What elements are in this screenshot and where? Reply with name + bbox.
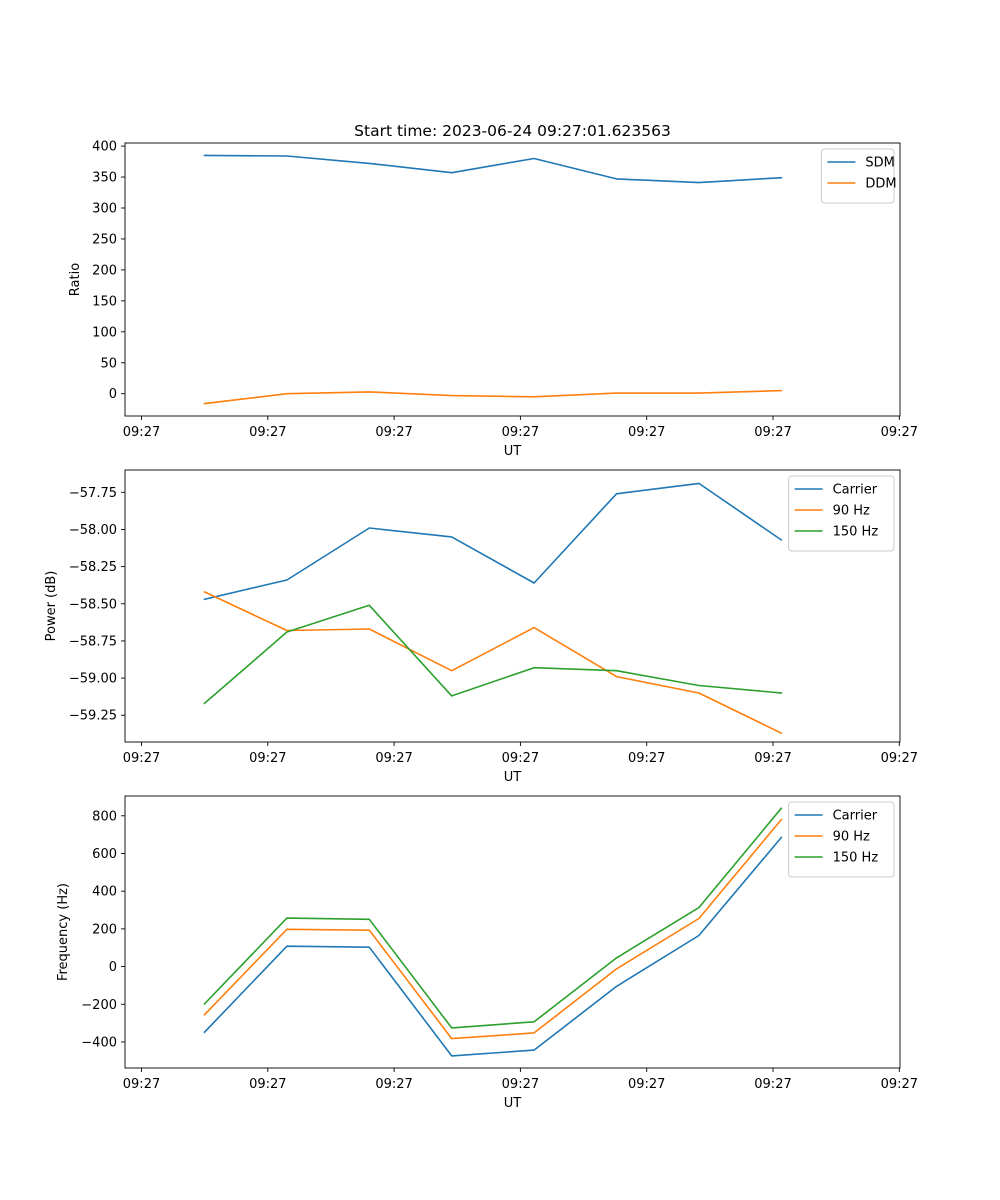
subplot-2: 09:2709:2709:2709:2709:2709:2709:2709:28…	[44, 469, 918, 785]
y-tick-label: −400	[81, 1035, 117, 1050]
x-tick-label: 09:27	[754, 1077, 791, 1092]
plot-frame	[124, 142, 901, 417]
x-axis-label: UT	[504, 770, 522, 785]
x-tick-label: 09:27	[249, 1077, 286, 1092]
y-tick-label: 150	[92, 294, 117, 309]
x-tick-label: 09:27	[881, 751, 918, 766]
legend-label: 150 Hz	[833, 851, 879, 866]
legend-box	[788, 801, 895, 878]
y-tick-label: −59.25	[69, 709, 117, 724]
x-tick-label: 09:27	[502, 1077, 539, 1092]
legend: Carrier 90 Hz 150 Hz	[788, 475, 895, 552]
series-line-carrier	[203, 482, 783, 601]
x-tick-label: 09:27	[123, 751, 160, 766]
y-axis-label: Frequency (Hz)	[56, 883, 71, 981]
plot-frame	[124, 469, 901, 743]
x-tick-label: 09:27	[375, 425, 412, 440]
x-axis-label: UT	[504, 1096, 522, 1111]
x-tick-label: 09:27	[754, 751, 791, 766]
y-tick-label: −58.50	[69, 597, 117, 612]
y-tick-label: −59.00	[69, 672, 117, 687]
x-tick-label: 09:27	[628, 751, 665, 766]
series-line-150-hz	[203, 807, 783, 1029]
y-tick-label: −58.25	[69, 560, 117, 575]
x-tick-label: 09:27	[375, 751, 412, 766]
legend-label: 90 Hz	[833, 504, 870, 519]
y-tick-label: 200	[92, 263, 117, 278]
legend-box	[788, 475, 895, 552]
legend: Carrier 90 Hz 150 Hz	[788, 801, 895, 878]
y-axis-label: Power (dB)	[44, 571, 59, 642]
figure-title: Start time: 2023-06-24 09:27:01.623563	[354, 122, 671, 140]
y-tick-label: −200	[81, 998, 117, 1013]
legend-label: Carrier	[833, 483, 878, 498]
y-tick-label: 200	[92, 922, 117, 937]
y-tick-label: 0	[109, 960, 117, 975]
x-axis-label: UT	[504, 444, 522, 459]
x-tick-label: 09:27	[502, 425, 539, 440]
series-line-90-hz	[203, 590, 783, 735]
legend-label: SDM	[865, 156, 894, 171]
y-tick-label: 600	[92, 847, 117, 862]
x-tick-label: 09:27	[502, 751, 539, 766]
y-tick-label: 350	[92, 171, 117, 186]
y-tick-label: 300	[92, 202, 117, 217]
y-tick-label: 400	[92, 885, 117, 900]
y-tick-label: 250	[92, 232, 117, 247]
x-tick-label: 09:27	[881, 425, 918, 440]
x-tick-label: 09:27	[375, 1077, 412, 1092]
subplot-3: 09:2709:2709:2709:2709:2709:2709:2709:28…	[56, 795, 918, 1111]
x-tick-label: 09:27	[881, 1077, 918, 1092]
series-line-carrier	[203, 836, 783, 1057]
y-tick-label: 50	[100, 356, 117, 371]
y-tick-label: 100	[92, 325, 117, 340]
subplots: 09:2709:2709:2709:2709:2709:2709:2709:28…	[44, 140, 918, 1111]
plot-frame	[124, 795, 901, 1069]
x-tick-label: 09:27	[249, 751, 286, 766]
y-axis-label: Ratio	[68, 263, 83, 296]
y-tick-label: 800	[92, 809, 117, 824]
series-line-90-hz	[203, 818, 783, 1040]
y-tick-label: 0	[109, 387, 117, 402]
x-tick-label: 09:27	[628, 425, 665, 440]
y-tick-label: −58.00	[69, 523, 117, 538]
legend-label: 90 Hz	[833, 830, 870, 845]
subplot-1: 09:2709:2709:2709:2709:2709:2709:2709:28…	[68, 140, 918, 459]
x-tick-label: 09:27	[249, 425, 286, 440]
x-tick-label: 09:27	[123, 425, 160, 440]
legend-label: 150 Hz	[833, 525, 879, 540]
y-tick-label: −58.75	[69, 634, 117, 649]
series-line-sdm	[203, 154, 783, 184]
x-tick-label: 09:27	[754, 425, 791, 440]
y-tick-label: −57.75	[69, 486, 117, 501]
legend-label: DDM	[865, 177, 896, 192]
legend-label: Carrier	[833, 809, 878, 824]
x-tick-label: 09:27	[628, 1077, 665, 1092]
series-line-ddm	[203, 389, 783, 405]
y-tick-label: 400	[92, 140, 117, 155]
legend: SDM DDM	[820, 148, 897, 204]
series-line-150-hz	[203, 604, 783, 705]
x-tick-label: 09:27	[123, 1077, 160, 1092]
